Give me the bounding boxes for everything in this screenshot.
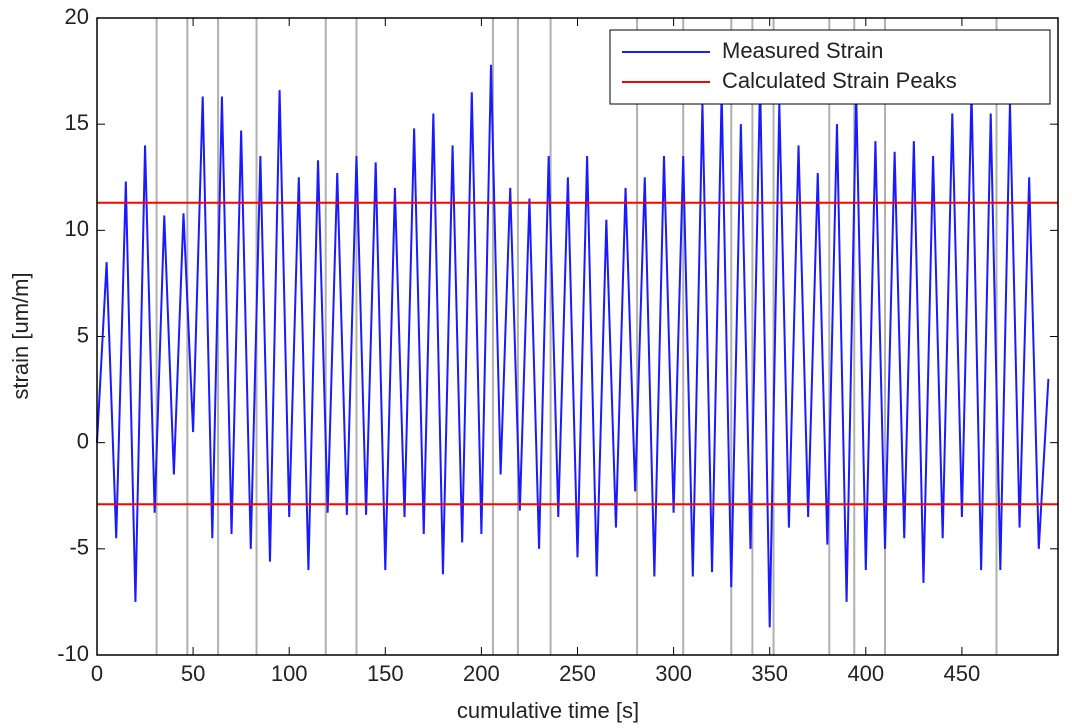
y-tick-label: 5 — [77, 322, 89, 347]
x-tick-label: 250 — [559, 661, 596, 686]
legend: Measured Strain Calculated Strain Peaks — [609, 29, 1051, 105]
x-tick-label: 100 — [271, 661, 308, 686]
x-tick-label: 300 — [655, 661, 692, 686]
legend-label: Measured Strain — [722, 38, 883, 63]
y-tick-label: 10 — [65, 216, 89, 241]
x-tick-label: 150 — [367, 661, 404, 686]
x-axis-label: cumulative time [s] — [457, 698, 639, 723]
y-tick-label: 20 — [65, 4, 89, 29]
y-tick-label: -5 — [69, 535, 89, 560]
y-tick-label: 0 — [77, 428, 89, 453]
plot-area — [97, 18, 1058, 655]
x-tick-label: 200 — [463, 661, 500, 686]
legend-label: Calculated Strain Peaks — [722, 68, 957, 93]
y-tick-label: 15 — [65, 110, 89, 135]
x-tick-label: 400 — [847, 661, 884, 686]
y-tick-label: -10 — [57, 641, 89, 666]
y-axis-label: strain [um/m] — [8, 272, 33, 399]
x-tick-label: 350 — [751, 661, 788, 686]
x-tick-label: 50 — [181, 661, 205, 686]
legend-box — [609, 29, 1051, 105]
line-series — [96, 64, 1050, 628]
x-tick-label: 450 — [944, 661, 981, 686]
x-tick-label: 0 — [91, 661, 103, 686]
